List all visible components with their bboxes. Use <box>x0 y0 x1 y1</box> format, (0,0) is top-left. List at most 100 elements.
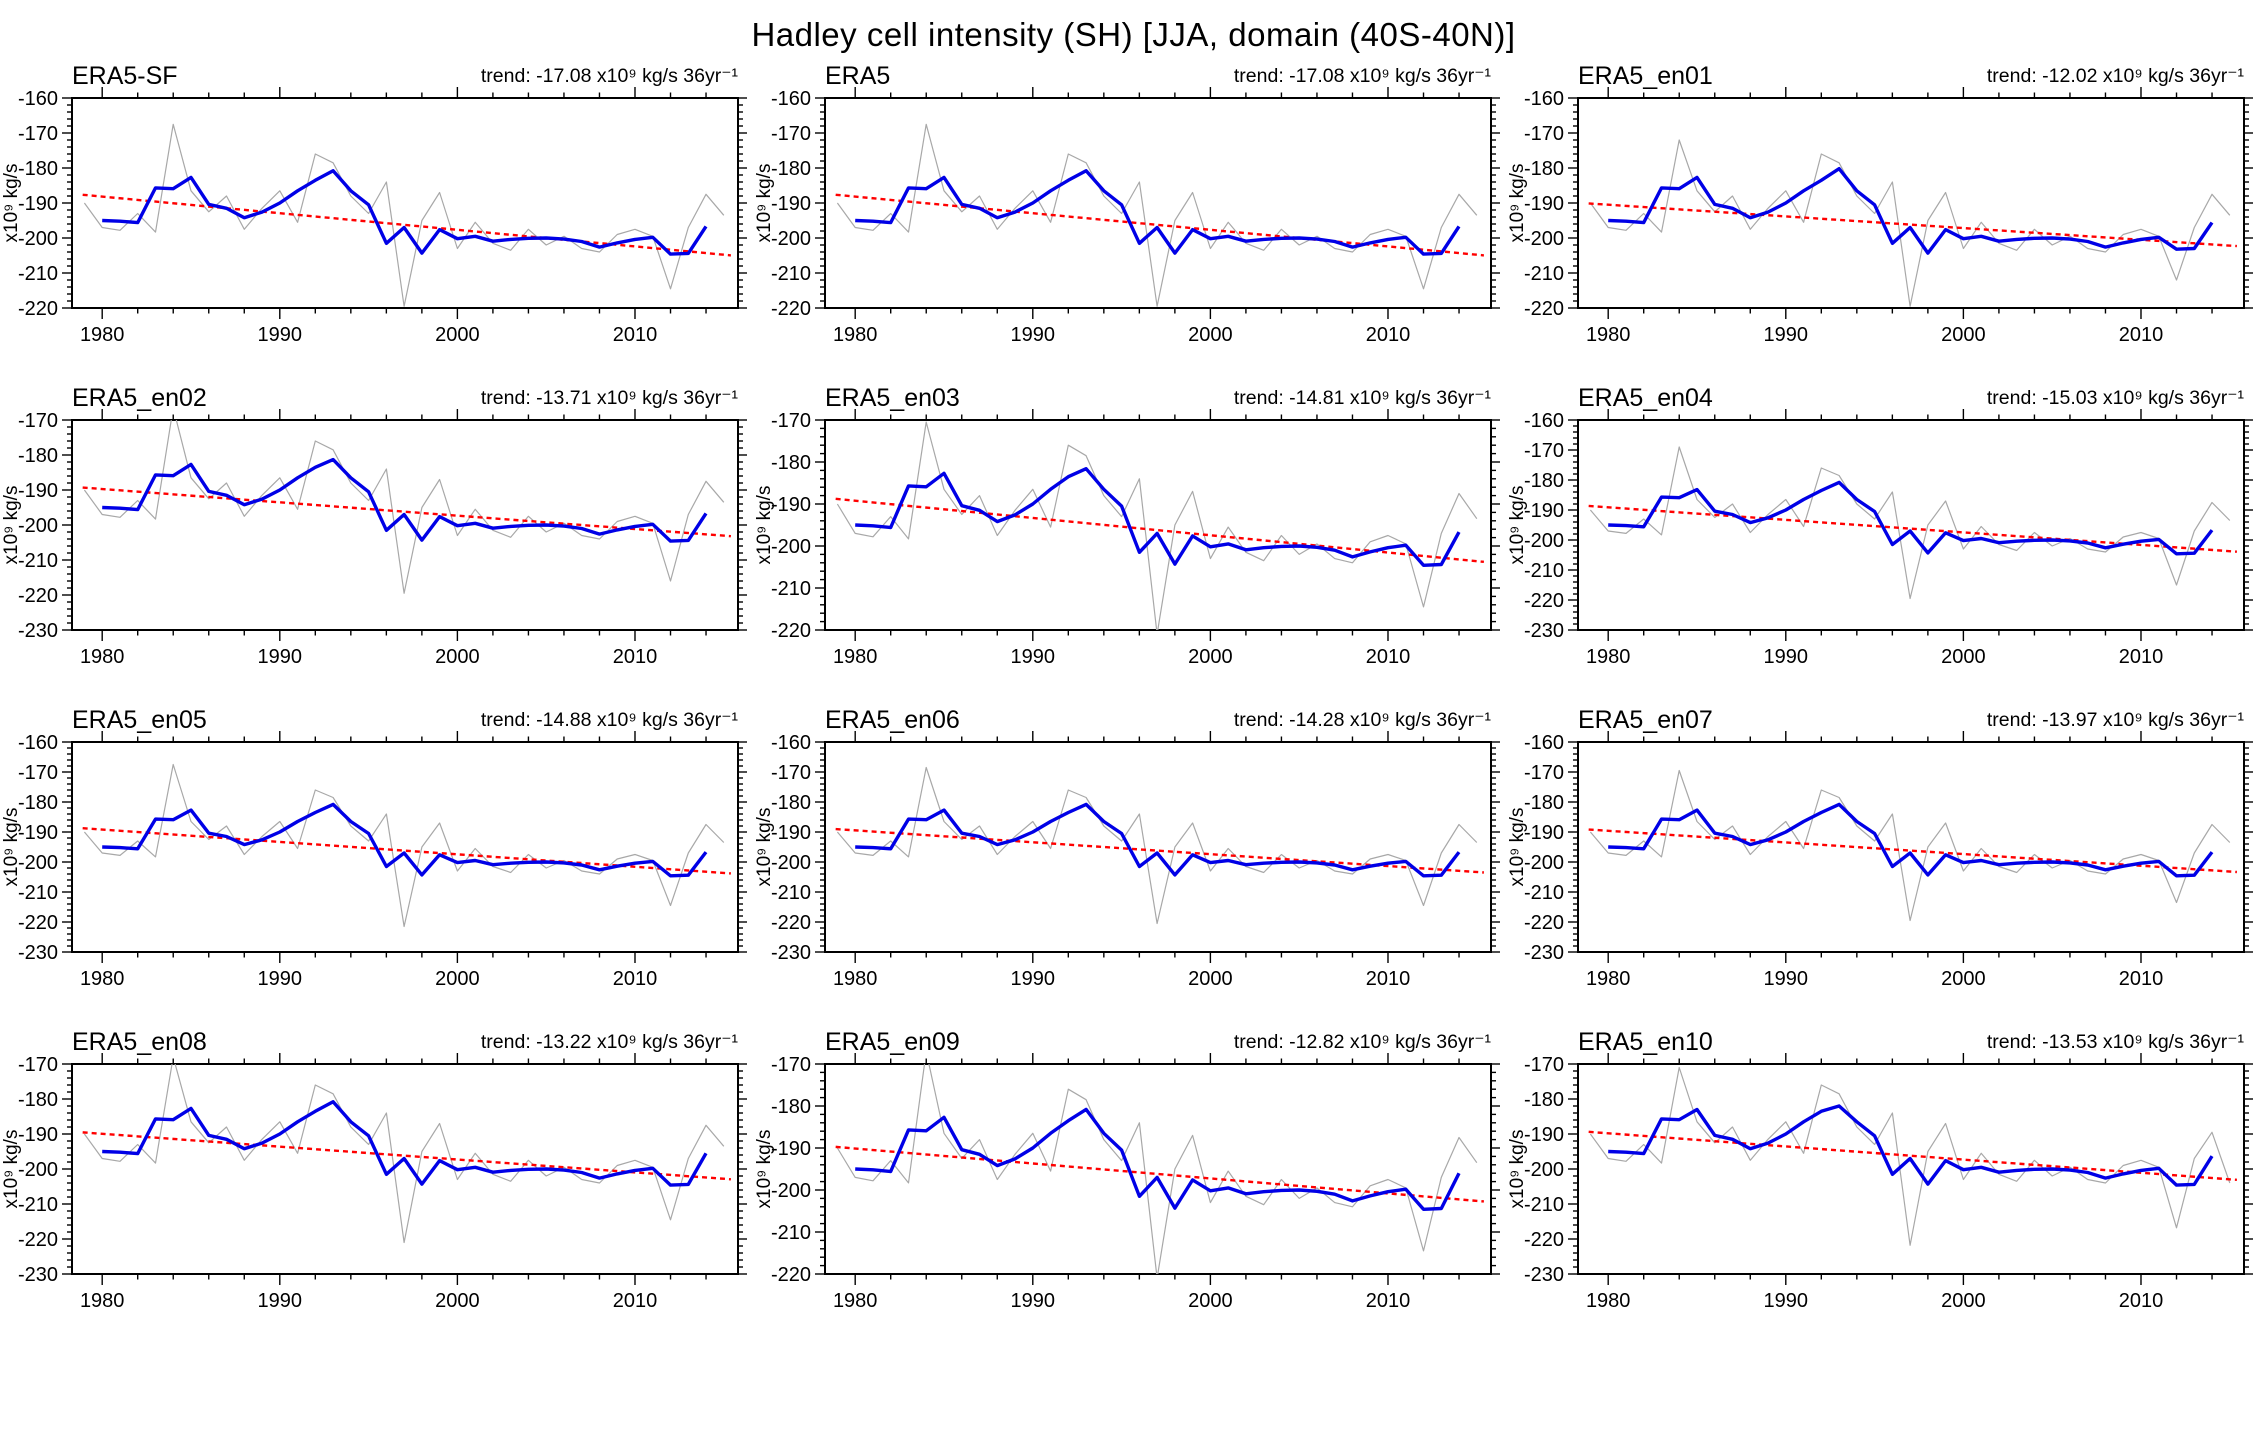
y-tick-label: -210 <box>1524 560 1564 582</box>
trend-line <box>1588 202 2237 248</box>
x-tick-label: 2010 <box>2119 1290 2164 1312</box>
x-tick-label: 2000 <box>1188 646 1233 668</box>
axis-ticks <box>62 1053 747 1285</box>
y-axis-label: x10⁹ kg/s <box>755 486 775 565</box>
y-tick-label: -160 <box>18 732 58 754</box>
axis-ticks <box>815 409 1500 641</box>
axis-ticks <box>62 409 747 641</box>
annual-series-line <box>1589 769 2231 922</box>
trend-annotation: trend: -12.82 x10⁹ kg/s 36yr⁻¹ <box>1234 1031 1492 1053</box>
y-axis-label: x10⁹ kg/s <box>755 808 775 887</box>
trend-line <box>82 486 731 538</box>
y-tick-label: -220 <box>18 1229 58 1251</box>
smoothed-series-line <box>102 457 708 543</box>
y-tick-label: -210 <box>771 882 811 904</box>
panel-grid: ERA5-SF trend: -17.08 x10⁹ kg/s 36yr⁻¹ -22… <box>0 64 2267 1322</box>
axis-ticks <box>815 731 1500 963</box>
x-tick-label: 1990 <box>258 324 303 346</box>
panel-chart-ERA5_en04: ERA5_en04 trend: -15.03 x10⁹ kg/s 36yr⁻¹ -… <box>1508 386 2253 668</box>
y-tick-label: -190 <box>771 494 811 516</box>
y-tick-label: -220 <box>771 620 811 642</box>
x-tick-label: 1980 <box>833 646 878 668</box>
panel-chart-ERA5_en02: ERA5_en02 trend: -13.71 x10⁹ kg/s 36yr⁻¹ -… <box>2 386 747 668</box>
annual-series-line <box>1589 139 2231 307</box>
x-tick-label: 2010 <box>1366 968 1411 990</box>
axis-ticks <box>1568 1053 2253 1285</box>
y-tick-label: -180 <box>18 1089 58 1111</box>
smoothed-series-line <box>1608 802 2214 878</box>
y-axis-label: x10⁹ kg/s <box>2 1130 22 1209</box>
smoothed-series-line <box>855 466 1461 568</box>
x-tick-label: 1990 <box>1011 646 1056 668</box>
annual-series-line <box>836 766 1478 925</box>
y-tick-label: -210 <box>18 882 58 904</box>
trend-annotation: trend: -13.53 x10⁹ kg/s 36yr⁻¹ <box>1987 1031 2245 1053</box>
x-tick-label: 1990 <box>1764 646 1809 668</box>
y-tick-label: -200 <box>771 228 811 250</box>
panel-chart-ERA5: ERA5 trend: -17.08 x10⁹ kg/s 36yr⁻¹ -220 -2… <box>755 64 1500 346</box>
y-tick-label: -230 <box>18 1264 58 1286</box>
plot-frame <box>824 419 1492 631</box>
trend-line <box>1588 504 2237 553</box>
x-tick-label: 1990 <box>1011 968 1056 990</box>
y-tick-label: -220 <box>771 1264 811 1286</box>
y-tick-label: -160 <box>1524 88 1564 110</box>
y-tick-label: -170 <box>1524 440 1564 462</box>
y-tick-label: -180 <box>1524 158 1564 180</box>
x-tick-label: 1990 <box>1011 1290 1056 1312</box>
y-tick-label: -160 <box>771 88 811 110</box>
y-tick-label: -220 <box>1524 298 1564 320</box>
y-tick-label: -230 <box>18 620 58 642</box>
series-group <box>1588 1066 2237 1246</box>
axis-ticks <box>815 87 1500 319</box>
series-group <box>82 763 731 928</box>
plot-frame <box>824 741 1492 953</box>
trend-line <box>82 193 732 257</box>
x-tick-label: 2000 <box>435 324 480 346</box>
y-tick-label: -170 <box>1524 1054 1564 1076</box>
y-tick-label: -210 <box>18 550 58 572</box>
annual-series-line <box>83 1064 725 1244</box>
y-tick-label: -200 <box>1524 228 1564 250</box>
annual-series-line <box>83 420 725 594</box>
trend-line <box>1588 1130 2237 1182</box>
axis-ticks <box>1568 87 2253 319</box>
series-group <box>835 1064 1484 1274</box>
trend-line <box>835 827 1484 874</box>
y-tick-label: -220 <box>771 298 811 320</box>
trend-line <box>1588 828 2237 874</box>
series-group <box>82 420 731 594</box>
trend-annotation: trend: -17.08 x10⁹ kg/s 36yr⁻¹ <box>1234 65 1492 87</box>
panel-chart-ERA5_en05: ERA5_en05 trend: -14.88 x10⁹ kg/s 36yr⁻¹ -… <box>2 708 747 990</box>
y-tick-label: -210 <box>771 1222 811 1244</box>
panel-chart-ERA5_en01: ERA5_en01 trend: -12.02 x10⁹ kg/s 36yr⁻¹ -… <box>1508 64 2253 346</box>
y-tick-label: -220 <box>1524 912 1564 934</box>
plot-frame <box>1577 97 2245 309</box>
trend-annotation: trend: -15.03 x10⁹ kg/s 36yr⁻¹ <box>1987 387 2245 409</box>
panel-title: ERA5_en09 <box>825 1030 960 1056</box>
y-tick-label: -200 <box>18 852 58 874</box>
smoothed-series-line <box>102 802 708 878</box>
x-tick-label: 2010 <box>613 1290 658 1312</box>
y-tick-label: -230 <box>18 942 58 964</box>
y-tick-label: -210 <box>771 263 811 285</box>
trend-annotation: trend: -12.02 x10⁹ kg/s 36yr⁻¹ <box>1987 65 2245 87</box>
y-tick-label: -180 <box>18 792 58 814</box>
smoothed-series-line <box>855 802 1461 878</box>
y-tick-label: -220 <box>1524 1229 1564 1251</box>
trend-annotation: trend: -13.97 x10⁹ kg/s 36yr⁻¹ <box>1987 709 2245 731</box>
x-tick-label: 1980 <box>833 324 878 346</box>
y-tick-label: -220 <box>1524 590 1564 612</box>
y-tick-label: -220 <box>771 912 811 934</box>
y-tick-label: -210 <box>1524 882 1564 904</box>
x-tick-label: 2000 <box>1941 968 1986 990</box>
smoothed-series-line <box>855 169 1461 256</box>
y-tick-label: -170 <box>18 123 58 145</box>
x-tick-label: 1990 <box>258 968 303 990</box>
x-tick-label: 2000 <box>1941 1290 1986 1312</box>
panel-title: ERA5-SF <box>72 64 178 90</box>
y-axis-label: x10⁹ kg/s <box>2 486 22 565</box>
axis-ticks <box>62 731 747 963</box>
figure: Hadley cell intensity (SH) [JJA, domain … <box>0 16 2267 1322</box>
y-tick-label: -200 <box>18 228 58 250</box>
